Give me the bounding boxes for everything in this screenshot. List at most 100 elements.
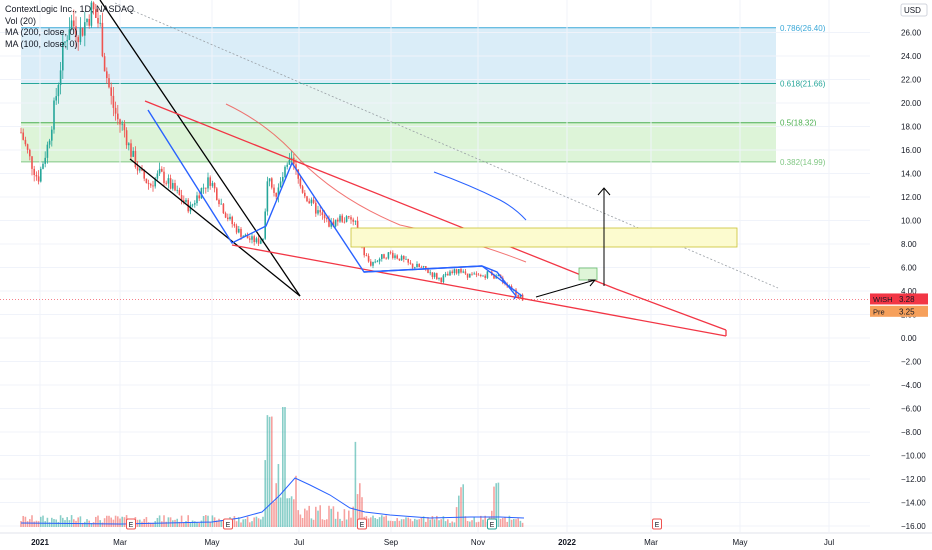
candle-body bbox=[275, 192, 277, 197]
volume-bar bbox=[273, 501, 275, 527]
candle-body bbox=[121, 123, 123, 125]
volume-bar bbox=[165, 521, 167, 527]
candle-body bbox=[123, 123, 126, 131]
volume-bar bbox=[121, 516, 123, 527]
candle-body bbox=[497, 274, 500, 277]
candle-body bbox=[262, 238, 264, 241]
volume-bar bbox=[95, 516, 97, 527]
grid bbox=[0, 0, 870, 532]
candle-body bbox=[233, 224, 236, 226]
candle-body bbox=[150, 184, 152, 186]
candle-body bbox=[315, 202, 317, 214]
volume-bar bbox=[466, 521, 469, 527]
candle-body bbox=[431, 272, 434, 277]
candle-body bbox=[438, 277, 440, 279]
volume-bar bbox=[290, 496, 293, 527]
candle-body bbox=[42, 163, 44, 169]
volume-bar bbox=[387, 520, 390, 527]
volume-bar bbox=[310, 518, 313, 527]
volume-bar bbox=[409, 518, 412, 527]
candle-body bbox=[92, 2, 95, 10]
volume-bar bbox=[169, 517, 172, 527]
candle-body bbox=[147, 183, 150, 185]
candle-body bbox=[218, 199, 220, 205]
volume-bar bbox=[191, 520, 194, 527]
candle-body bbox=[20, 132, 22, 134]
candle-body bbox=[321, 212, 324, 215]
candle-body bbox=[381, 254, 383, 259]
volume-bar bbox=[306, 510, 308, 527]
volume-bar bbox=[200, 520, 203, 527]
volume-bar bbox=[304, 508, 306, 527]
x-tick-label: 2022 bbox=[558, 538, 576, 547]
volume-bar bbox=[460, 487, 462, 527]
volume-bar bbox=[416, 519, 418, 527]
volume-bar bbox=[458, 495, 460, 527]
candle-body bbox=[477, 274, 480, 276]
candle-body bbox=[317, 210, 319, 214]
volume-bar bbox=[174, 519, 176, 527]
volume-bar bbox=[106, 515, 108, 527]
volume-bar bbox=[405, 517, 407, 527]
candle-body bbox=[79, 27, 82, 43]
candle-body bbox=[227, 217, 229, 220]
volume-bar bbox=[154, 521, 156, 527]
candle-body bbox=[57, 85, 60, 97]
y-tick-label: −16.00 bbox=[901, 522, 926, 531]
y-tick-label: 26.00 bbox=[901, 29, 922, 38]
candle-body bbox=[40, 168, 42, 182]
volume-bar bbox=[22, 515, 24, 527]
volume-bar bbox=[209, 522, 211, 527]
volume-bar bbox=[477, 521, 480, 527]
volume-bar bbox=[20, 521, 22, 527]
volume-bar bbox=[348, 510, 350, 527]
candle-body bbox=[51, 129, 53, 141]
volume-bar bbox=[187, 515, 189, 527]
candle-body bbox=[240, 228, 242, 237]
volume-bar bbox=[308, 505, 310, 527]
projection-arrow-1 bbox=[535, 279, 596, 298]
candle-body bbox=[416, 263, 418, 268]
volume-bar bbox=[220, 520, 222, 527]
volume-bar bbox=[172, 520, 174, 527]
earnings-marker-label: E bbox=[490, 522, 495, 529]
candle-body bbox=[81, 27, 84, 36]
candle-body bbox=[101, 22, 104, 57]
volume-bar bbox=[90, 522, 93, 527]
red-wedge-upper bbox=[144, 100, 617, 290]
y-tick-label: 12.00 bbox=[901, 193, 922, 202]
volume-bar bbox=[385, 515, 387, 527]
volume-bar bbox=[143, 518, 145, 527]
candle-body bbox=[31, 156, 33, 169]
volume-bar bbox=[319, 505, 321, 527]
candle-body bbox=[455, 269, 458, 274]
zigzag-base bbox=[363, 265, 483, 273]
candle-body bbox=[462, 271, 464, 273]
volume-bar bbox=[86, 519, 88, 527]
candle-body bbox=[158, 168, 161, 174]
volume-bar bbox=[493, 486, 495, 527]
volume-bar bbox=[381, 515, 383, 527]
fib-label-0.382: 0.382(14.99) bbox=[780, 158, 826, 167]
candle-body bbox=[409, 262, 412, 264]
candle-body bbox=[77, 37, 79, 43]
y-tick-label: −4.00 bbox=[901, 381, 922, 390]
candle-body bbox=[387, 252, 390, 259]
y-tick-label: 22.00 bbox=[901, 76, 922, 85]
price-tag-name: Pre bbox=[873, 307, 885, 316]
volume-bar bbox=[70, 515, 73, 527]
y-tick-label: 14.00 bbox=[901, 170, 922, 179]
candle-body bbox=[372, 261, 374, 266]
volume-bar bbox=[337, 511, 339, 527]
volume-bar bbox=[418, 519, 420, 527]
candle-body bbox=[447, 273, 449, 276]
volume-bar bbox=[471, 520, 473, 527]
candle-body bbox=[172, 183, 174, 189]
candle-body bbox=[229, 216, 231, 220]
x-tick-label: Nov bbox=[471, 538, 485, 547]
candle-body bbox=[378, 258, 381, 262]
candle-body bbox=[323, 214, 326, 219]
volume-bar bbox=[343, 509, 346, 527]
volume-bar bbox=[189, 522, 192, 527]
